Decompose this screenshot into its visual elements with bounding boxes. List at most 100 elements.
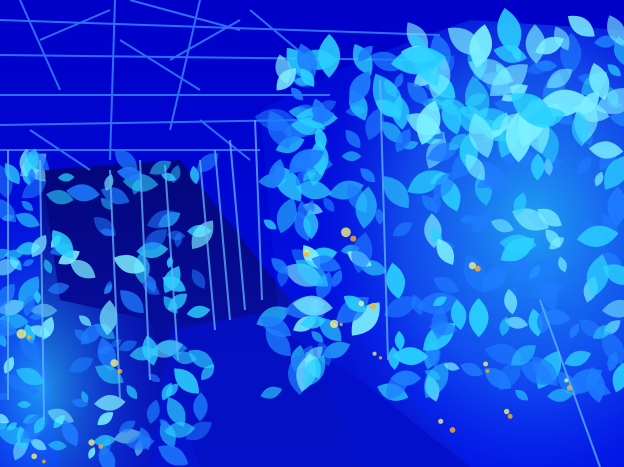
leaf [546,388,574,402]
leaf [526,107,566,128]
leaf [21,200,34,211]
warm-spot [503,408,510,415]
leaf [18,276,40,307]
leaf [147,210,179,229]
warm-spot [485,369,490,373]
leaf [589,62,610,101]
leaf [29,313,43,320]
leaf [601,299,624,318]
leaf [524,257,561,283]
truss-beam [0,19,441,36]
leaf [138,427,151,451]
warm-spot [303,251,310,258]
leaf [99,299,118,336]
leaf [343,295,367,312]
leaf [276,68,296,91]
leaf [311,255,342,272]
leaf [537,307,551,334]
warm-spot [483,361,489,367]
roof-trusses [0,0,441,171]
leaf [604,156,624,190]
leaf [267,110,292,150]
leaf [443,362,460,371]
leaf [303,355,326,388]
leaf [484,368,512,389]
truss-beam [109,0,116,161]
leaf [515,389,529,401]
truss-beam [0,119,301,126]
leaf [528,281,564,301]
leaf [193,392,208,422]
leaf [191,269,206,289]
leaf [23,294,35,317]
leaf [416,100,441,145]
leaf [100,187,130,205]
leaf [323,197,335,212]
leaf [22,259,34,267]
stake [379,79,389,361]
leaf [66,184,100,202]
leaf [459,214,477,224]
leaf [120,290,144,313]
leaf [51,229,74,259]
leaf [47,408,74,425]
leaf [588,141,624,159]
leaf [537,208,562,227]
warm-spot [474,265,481,272]
warm-spot [350,235,357,242]
leaf [532,356,558,386]
leaf [433,171,454,199]
leaf [392,222,413,237]
leaf [17,400,32,409]
leaf [472,211,492,232]
leaf [116,166,144,181]
leaf [0,258,20,276]
warm-spot [564,378,569,383]
leaf [93,434,117,447]
leaf [300,315,326,329]
leaf [303,169,317,182]
leaf [292,295,333,316]
leaf [607,64,621,77]
leaf [43,259,53,274]
leaf [612,362,624,393]
leaf [316,100,337,113]
leaf [594,171,604,187]
leaf [105,280,113,294]
leaf [607,186,624,227]
leaf [592,324,613,340]
leaf [500,237,535,262]
leaf [564,350,592,367]
truss-beam [39,9,111,41]
left-foliage [0,150,200,467]
stake [39,159,45,421]
leaf [545,229,561,247]
leaf [504,316,529,329]
warm-spot [16,329,27,339]
leaf [166,397,186,427]
warm-spot [468,262,477,270]
leaf [57,173,75,182]
leaf [98,444,116,467]
leaf [586,254,609,298]
leaf [360,168,376,183]
leaf [383,176,409,209]
leaf [534,60,558,72]
warm-spots [16,227,573,464]
leaf [448,133,467,151]
leaf [499,316,510,337]
leaf [365,107,384,141]
stake [539,299,601,467]
leaf [47,440,67,451]
leaf [609,112,624,127]
warm-spot [438,418,444,424]
warm-spot [329,319,339,329]
leaf [166,230,186,241]
leaf [450,299,467,330]
leaf [265,328,291,357]
leaf [269,158,285,189]
leaf [431,306,448,340]
leaf [277,265,289,288]
stake [229,139,246,311]
leaf [201,364,215,381]
